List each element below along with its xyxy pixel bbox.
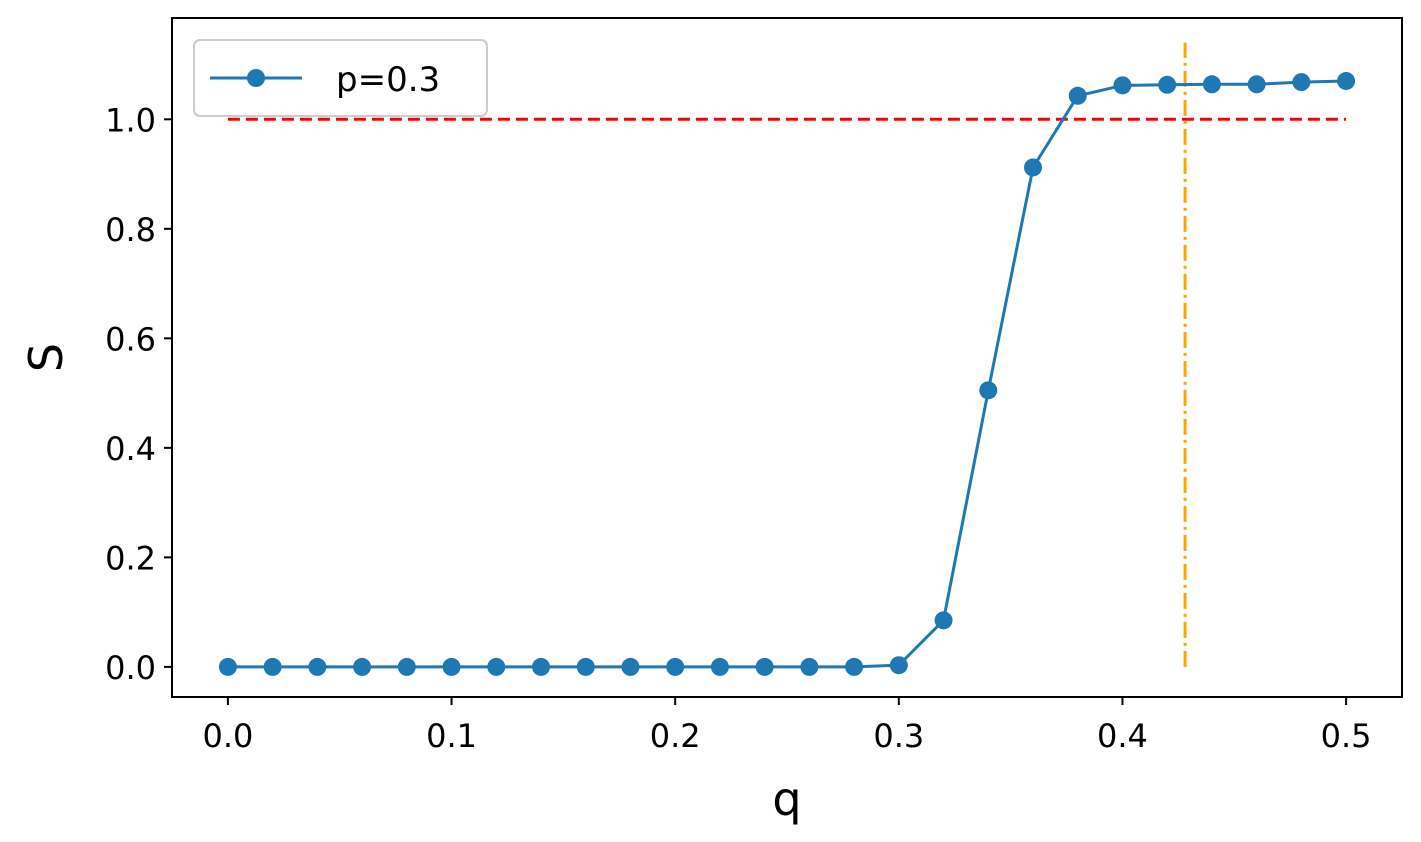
data-point: [263, 657, 282, 676]
data-point: [1113, 76, 1132, 95]
legend-label: p=0.3: [336, 60, 440, 100]
y-axis-label: S: [19, 343, 73, 372]
x-axis-label: q: [772, 772, 801, 826]
data-point: [308, 657, 327, 676]
data-point: [1158, 75, 1177, 94]
x-tick-label: 0.5: [1321, 717, 1372, 755]
x-tick-label: 0.0: [202, 717, 253, 755]
data-point: [442, 657, 461, 676]
data-point: [532, 657, 550, 676]
data-point: [979, 381, 998, 400]
y-tick-label: 0.2: [105, 539, 156, 577]
legend-marker: [247, 69, 265, 87]
x-tick-label: 0.4: [1097, 717, 1148, 755]
y-tick-label: 0.4: [105, 430, 156, 468]
x-tick-label: 0.1: [426, 717, 477, 755]
y-tick-label: 0.8: [105, 211, 156, 249]
data-point: [1292, 73, 1311, 92]
data-point: [1337, 71, 1356, 90]
y-tick-label: 1.0: [105, 101, 156, 139]
y-axis: 0.0 0.2 0.4 0.6 0.8 1.0: [105, 101, 172, 687]
x-axis: 0.0 0.1 0.2 0.3 0.4 0.5: [202, 697, 1372, 755]
axes-frame: [171, 17, 1403, 698]
x-tick-label: 0.3: [873, 717, 924, 755]
legend-box: [193, 39, 488, 117]
data-point: [487, 657, 506, 676]
y-tick-label: 0.6: [105, 320, 156, 358]
y-tick-label: 0.0: [105, 649, 156, 687]
data-point: [353, 657, 372, 676]
data-point: [934, 611, 953, 630]
data-point: [1202, 75, 1221, 94]
data-point: [1068, 86, 1087, 105]
legend: p=0.3: [193, 39, 488, 117]
data-point: [666, 657, 685, 676]
data-point: [800, 657, 819, 676]
data-point: [621, 657, 640, 676]
data-point: [1024, 158, 1042, 177]
data-point: [576, 657, 595, 676]
x-tick-label: 0.2: [650, 717, 701, 755]
data-point: [218, 657, 237, 676]
plot-area: [218, 42, 1356, 676]
data-point: [889, 656, 908, 675]
data-point: [397, 657, 416, 676]
data-point: [755, 657, 774, 676]
data-point: [845, 657, 864, 676]
data-point: [710, 657, 729, 676]
data-point: [1247, 75, 1266, 94]
